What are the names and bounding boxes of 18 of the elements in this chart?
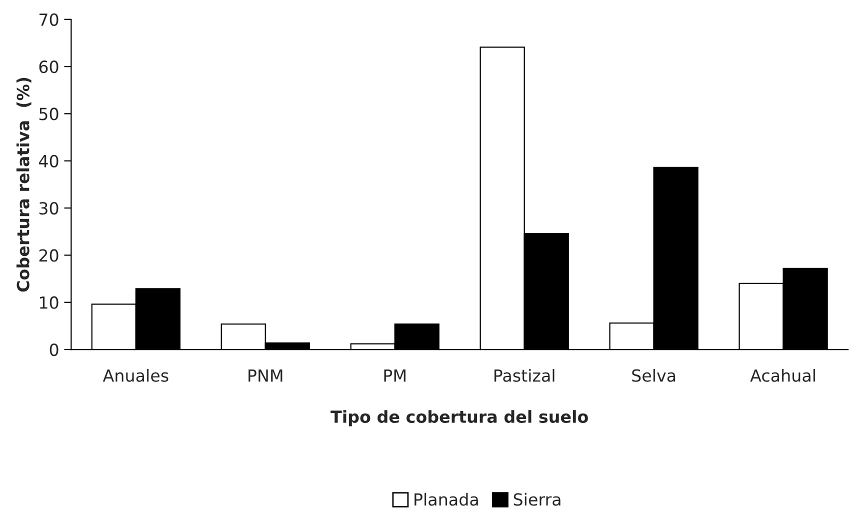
y-tick-label: 10: [40, 296, 58, 309]
y-tick-label: 30: [39, 202, 58, 215]
y-tick-label: 40: [38, 154, 58, 168]
x-tick-label: PNM: [248, 369, 282, 382]
x-tick-label: Selva: [632, 368, 676, 382]
y-tick-label: 0: [50, 343, 58, 356]
x-tick-label: Pastizal: [494, 368, 554, 382]
y-tick-label: 60: [39, 60, 58, 74]
x-tick-label: PM: [384, 369, 406, 382]
x-axis-title: Tipo de cobertura del suelo: [330, 410, 588, 426]
y-tick-label: 20: [39, 249, 58, 262]
x-tick-label: Acahual: [750, 368, 815, 382]
legend-label: Sierra: [514, 492, 560, 506]
legend-label: Planada: [414, 492, 478, 506]
y-tick-label: 50: [39, 108, 58, 120]
y-tick-label: 70: [40, 13, 58, 26]
x-tick-label: Anuales: [102, 368, 168, 382]
y-axis-title: Cobertura relativa (%): [16, 78, 32, 292]
